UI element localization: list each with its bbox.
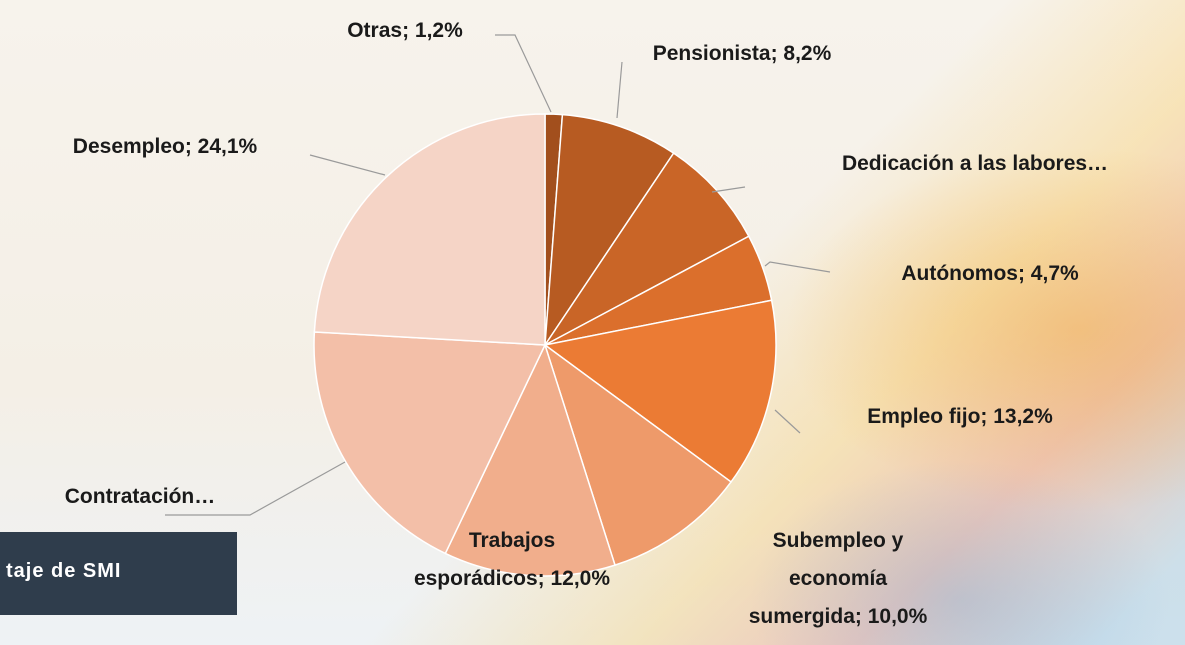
caption: taje de SMI bbox=[6, 560, 122, 582]
pie-slice bbox=[313, 113, 546, 346]
pie-slice bbox=[444, 342, 616, 577]
pie-slice bbox=[313, 331, 547, 555]
pie-slice bbox=[544, 152, 750, 346]
leader-line bbox=[309, 154, 386, 176]
pie-slice bbox=[543, 343, 733, 567]
leader-line bbox=[774, 409, 801, 434]
leader-line bbox=[495, 34, 552, 113]
data-label: Dedicación a las labores… bbox=[841, 152, 1109, 175]
data-label: Trabajos esporádicos; 12,0% bbox=[413, 529, 611, 590]
pie-slice bbox=[544, 113, 675, 348]
data-label: Pensionista; 8,2% bbox=[652, 42, 832, 65]
data-label: Desempleo; 24,1% bbox=[72, 135, 258, 158]
data-label: Contratación… bbox=[64, 485, 216, 508]
data-label: Otras; 1,2% bbox=[347, 19, 463, 42]
data-label: Autónomos; 4,7% bbox=[901, 262, 1079, 285]
leader-line bbox=[616, 61, 623, 119]
leader-line bbox=[764, 261, 831, 273]
data-label: Subempleo y economía sumergida; 10,0% bbox=[748, 529, 928, 628]
pie-slice bbox=[543, 299, 777, 483]
caption-box: taje de SMI bbox=[0, 532, 237, 615]
leader-line bbox=[165, 461, 346, 516]
data-label: Empleo fijo; 13,2% bbox=[867, 405, 1053, 428]
leader-line bbox=[711, 186, 746, 193]
